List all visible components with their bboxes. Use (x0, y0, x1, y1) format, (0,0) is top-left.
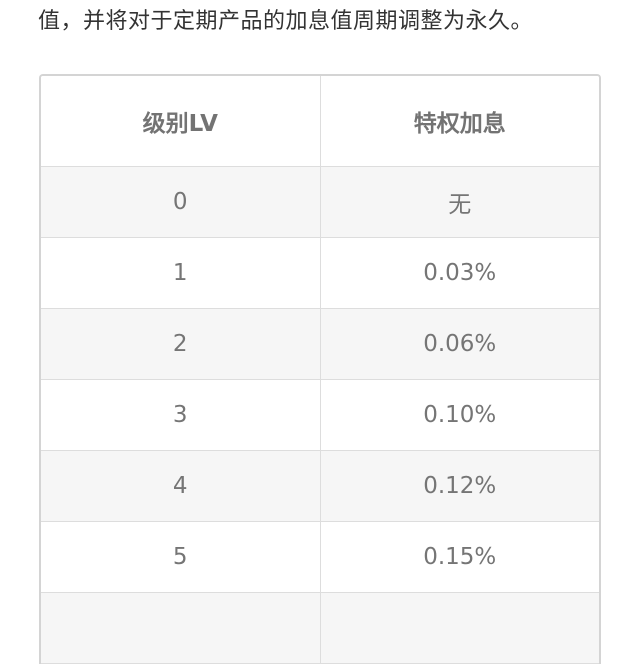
table-header-row: 级别LV 特权加息 (41, 76, 599, 167)
table-row: 3 0.10% (41, 379, 599, 451)
level-cell: 2 (41, 308, 320, 380)
level-cell: 3 (41, 379, 320, 451)
bonus-cell (319, 592, 599, 664)
table-row: 2 0.06% (41, 308, 599, 380)
level-cell: 0 (41, 166, 320, 238)
table-row: 1 0.03% (41, 237, 599, 309)
level-cell (41, 592, 320, 664)
privilege-table-container: 级别LV 特权加息 0 无 1 0.03% 2 0.06% 3 0.10% 4 (39, 74, 601, 664)
bonus-cell: 0.10% (319, 379, 599, 451)
table-row: 0 无 (41, 166, 599, 238)
level-cell: 1 (41, 237, 320, 309)
table-row: 4 0.12% (41, 450, 599, 522)
privilege-table: 级别LV 特权加息 0 无 1 0.03% 2 0.06% 3 0.10% 4 (41, 76, 599, 664)
level-cell: 4 (41, 450, 320, 522)
intro-paragraph: 值，并将对于定期产品的加息值周期调整为永久。 (38, 9, 534, 34)
header-bonus-rate: 特权加息 (319, 76, 599, 167)
bonus-cell: 0.15% (319, 521, 599, 593)
level-cell: 5 (41, 521, 320, 593)
header-level: 级别LV (41, 76, 320, 167)
table-row: 5 0.15% (41, 521, 599, 593)
bonus-cell: 无 (319, 166, 599, 238)
bonus-cell: 0.03% (319, 237, 599, 309)
bonus-cell: 0.06% (319, 308, 599, 380)
table-row (41, 592, 599, 664)
bonus-cell: 0.12% (319, 450, 599, 522)
